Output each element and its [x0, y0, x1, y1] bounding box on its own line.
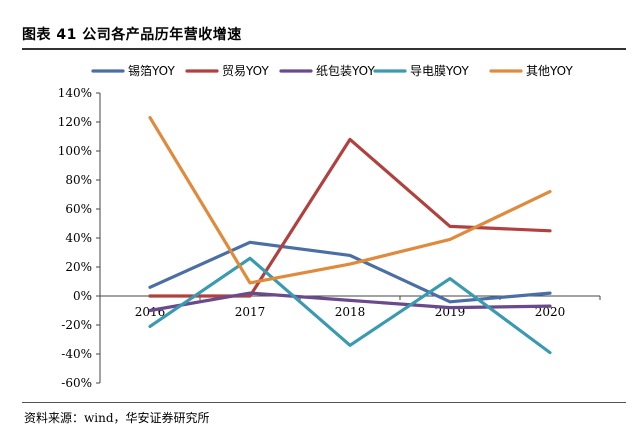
chart-title: 图表 41 公司各产品历年营收增速: [22, 27, 242, 43]
x-tick-label: 2018: [335, 305, 366, 319]
y-tick-label: 140%: [58, 86, 92, 100]
y-axis: -60% -40% -20% 0% 20% 40% 60% 80% 100% 120% 140%: [58, 86, 101, 390]
x-tick-label: 2020: [535, 305, 566, 319]
legend-label: 其他YOY: [526, 64, 573, 78]
y-tick-label: -60%: [61, 376, 92, 390]
legend: 锡箔YOY 贸易YOY 纸包装YOY 导电膜YOY 其他YOY: [91, 63, 573, 78]
y-tick-label: 40%: [65, 231, 92, 245]
y-tick-label: 80%: [65, 173, 92, 187]
y-tick-label: 120%: [58, 115, 92, 129]
legend-label: 锡箔YOY: [128, 63, 175, 78]
source-note: 资料来源：wind，华安证券研究所: [24, 411, 210, 425]
y-tick-label: 20%: [65, 260, 92, 274]
y-tick-label: -20%: [61, 318, 92, 332]
y-tick-label: 0%: [73, 289, 92, 303]
x-tick-label: 2017: [235, 305, 266, 319]
source-rule: [22, 402, 626, 403]
legend-label: 导电膜YOY: [410, 64, 469, 78]
series-line-纸包装YOY: [148, 291, 552, 313]
series-line-锡箔YOY: [148, 240, 552, 304]
legend-label: 纸包装YOY: [316, 64, 375, 78]
series-line-其他YOY: [148, 115, 552, 285]
legend-label: 贸易YOY: [222, 64, 269, 78]
title-rule: [22, 48, 626, 50]
y-tick-label: 60%: [65, 202, 92, 216]
y-tick-label: -40%: [61, 347, 92, 361]
y-tick-label: 100%: [58, 144, 92, 158]
series-line-导电膜YOY: [148, 256, 552, 355]
series-line-贸易YOY: [148, 137, 552, 298]
series-lines: [148, 115, 552, 355]
